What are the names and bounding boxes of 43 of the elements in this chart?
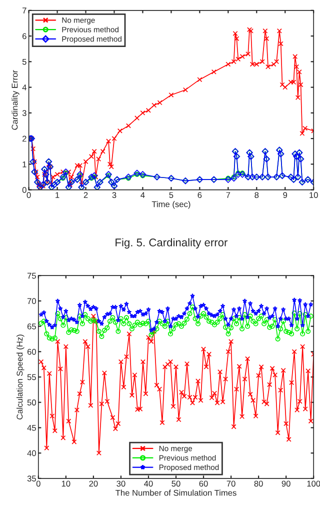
- x-tick-label: 30: [116, 480, 126, 487]
- y-tick-label: 7: [22, 8, 26, 14]
- x-tick-label: 7: [226, 192, 230, 198]
- x-tick-label: 5: [169, 192, 174, 198]
- y-tick-label: 1: [22, 161, 26, 168]
- x-tick-label: 6: [198, 192, 202, 198]
- y-tick-label: 2: [22, 136, 26, 142]
- y-tick-label: 65: [27, 324, 36, 330]
- x-tick-label: 90: [282, 480, 290, 487]
- x-tick-label: 100: [307, 480, 320, 487]
- y-tick-label: 3: [22, 110, 26, 116]
- y-tick-label: 4: [22, 84, 26, 90]
- y-axis-title: Cardinality Error: [12, 70, 20, 130]
- y-tick-label: 50: [27, 400, 36, 406]
- x-tick-label: 3: [112, 192, 116, 198]
- x-tick-label: 50: [172, 480, 180, 487]
- x-tick-label: 60: [199, 480, 208, 487]
- y-tick-label: 40: [27, 450, 36, 456]
- y-tick-label: 60: [27, 348, 36, 355]
- x-tick-label: 20: [89, 480, 98, 487]
- x-tick-label: 4: [140, 192, 145, 198]
- y-tick-label: 55: [27, 374, 36, 380]
- y-tick-label: 45: [27, 424, 36, 431]
- y-axis-title: Calculation Speed (Hz): [16, 334, 24, 420]
- y-tick-label: 35: [27, 476, 36, 482]
- x-axis-title: Time (sec): [152, 201, 190, 209]
- x-tick-label: 8: [254, 192, 259, 198]
- y-tick-label: 70: [27, 298, 36, 304]
- x-tick-label: 40: [144, 480, 153, 487]
- x-tick-label: 70: [226, 480, 236, 487]
- y-tick-label: 0: [22, 187, 26, 193]
- x-tick-label: 0: [36, 480, 40, 487]
- y-tick-label: 6: [22, 33, 26, 40]
- x-tick-label: 80: [254, 480, 263, 487]
- y-tick-label: 75: [27, 272, 36, 279]
- x-tick-label: 9: [283, 192, 288, 198]
- x-axis-title: The Number of Simulation Times: [116, 490, 236, 496]
- x-tick-label: 2: [84, 192, 88, 198]
- x-tick-label: 10: [62, 480, 70, 487]
- x-tick-label: 1: [56, 192, 60, 198]
- caption: Fig. 5. Cardinality error: [116, 238, 228, 249]
- y-tick-label: 5: [22, 58, 26, 65]
- x-tick-label: 10: [310, 192, 318, 198]
